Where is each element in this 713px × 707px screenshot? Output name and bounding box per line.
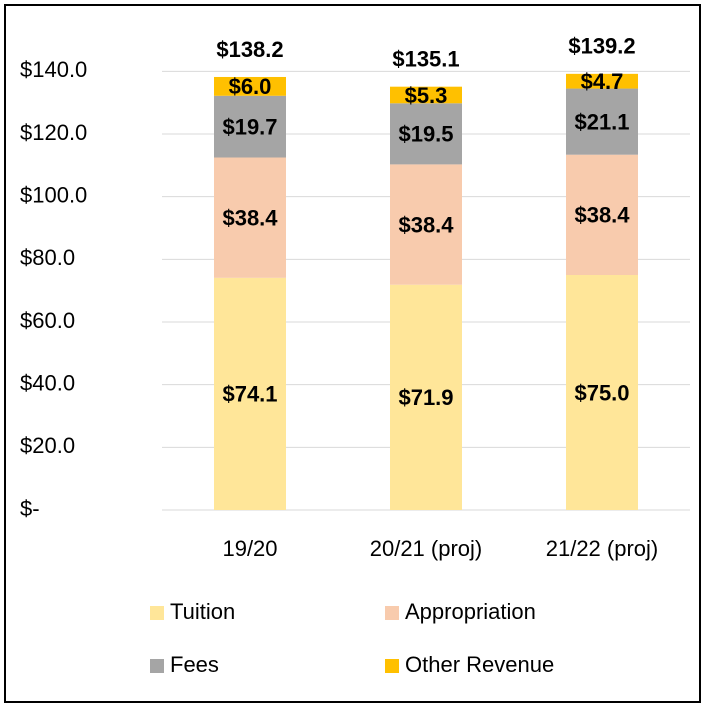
y-tick-label: $120.0 (20, 120, 87, 145)
bar-segment (214, 157, 286, 278)
bar-label: $6.0 (229, 74, 272, 99)
bar-segment (390, 284, 462, 510)
x-tick-label: 19/20 (222, 536, 277, 561)
y-tick-label: $40.0 (20, 370, 75, 395)
y-tick-label: $60.0 (20, 308, 75, 333)
bar-segment (566, 154, 638, 275)
bar-label: $5.3 (405, 83, 448, 108)
legend-swatch (150, 606, 164, 620)
legend-label: Other Revenue (405, 652, 554, 677)
bar-segment (390, 164, 462, 285)
bar-segment (566, 88, 638, 155)
total-label: $135.1 (392, 46, 459, 71)
bar-label: $74.1 (222, 382, 277, 407)
x-tick-label: 21/22 (proj) (546, 536, 659, 561)
total-label: $139.2 (568, 34, 635, 59)
chart-frame (4, 4, 701, 703)
bar-segment (214, 76, 286, 96)
legend-label: Appropriation (405, 599, 536, 624)
y-tick-label: $20.0 (20, 433, 75, 458)
legend-label: Fees (170, 652, 219, 677)
bar-label: $4.7 (581, 69, 624, 94)
bar-segment (566, 73, 638, 89)
y-tick-label: $140.0 (20, 57, 87, 82)
bar-label: $71.9 (398, 385, 453, 410)
bar-segment (214, 277, 286, 510)
y-tick-label: $- (20, 496, 40, 521)
bar-segment (390, 86, 462, 104)
bar-label: $38.4 (398, 212, 454, 237)
bar-label: $19.5 (398, 122, 453, 147)
total-label: $138.2 (216, 37, 283, 62)
x-tick-label: 20/21 (proj) (370, 536, 483, 561)
bar-segment (214, 95, 286, 158)
bar-label: $38.4 (222, 205, 278, 230)
bar-label: $21.1 (574, 109, 629, 134)
y-tick-label: $80.0 (20, 245, 75, 270)
bar-label: $38.4 (574, 203, 630, 228)
legend-label: Tuition (170, 599, 235, 624)
legend-swatch (385, 606, 399, 620)
legend-swatch (150, 659, 164, 673)
y-tick-label: $100.0 (20, 182, 87, 207)
legend-swatch (385, 659, 399, 673)
bar-label: $19.7 (222, 114, 277, 139)
bar-label: $75.0 (574, 380, 629, 405)
bar-segment (390, 103, 462, 165)
bar-segment (566, 275, 638, 510)
